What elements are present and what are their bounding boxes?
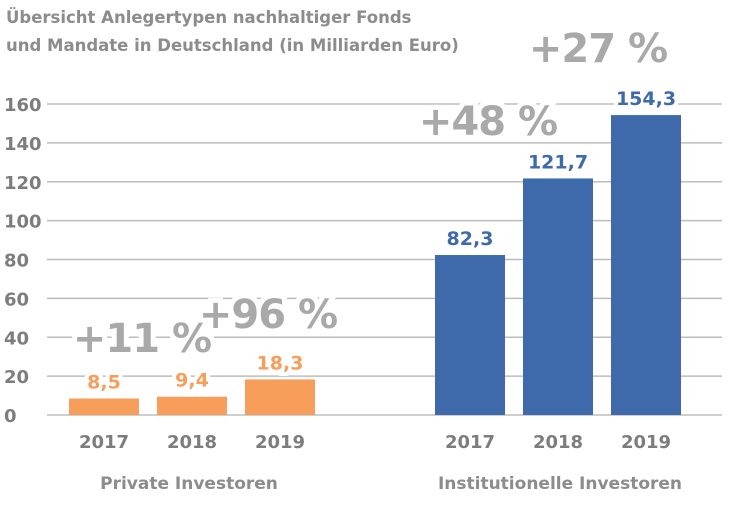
data-label: 8,5 — [87, 371, 121, 393]
x-tick-label: 2019 — [255, 432, 305, 453]
growth-label: +27 % — [529, 26, 667, 72]
bar — [157, 396, 227, 415]
y-tick-label: 20 — [4, 367, 29, 388]
y-tick-label: 120 — [4, 173, 42, 194]
x-tick-label: 2017 — [79, 432, 129, 453]
y-tick-label: 40 — [4, 328, 29, 349]
growth-label: +11 % — [73, 316, 211, 362]
growth-label: +96 % — [199, 292, 337, 338]
chart-title: Übersicht Anlegertypen nachhaltiger Fond… — [6, 4, 459, 60]
group-label: Institutionelle Investoren — [438, 474, 682, 494]
x-tick-label: 2017 — [445, 432, 495, 453]
bar — [69, 398, 139, 415]
growth-label: +48 % — [419, 99, 557, 145]
data-label: 154,3 — [616, 88, 676, 110]
y-tick-label: 0 — [4, 406, 17, 427]
x-tick-label: 2018 — [167, 432, 217, 453]
group-label: Private Investoren — [100, 474, 278, 494]
y-tick-label: 140 — [4, 134, 42, 155]
x-tick-label: 2018 — [533, 432, 583, 453]
title-line-2: und Mandate in Deutschland (in Milliarde… — [6, 36, 459, 55]
y-tick-label: 100 — [4, 212, 42, 233]
bar — [523, 178, 593, 415]
data-label: 18,3 — [257, 352, 304, 374]
y-tick-label: 80 — [4, 251, 29, 272]
data-label: 82,3 — [447, 228, 494, 250]
data-label: 9,4 — [175, 370, 209, 392]
bar — [245, 379, 315, 415]
title-line-1: Übersicht Anlegertypen nachhaltiger Fond… — [6, 8, 412, 27]
y-tick-label: 160 — [4, 95, 42, 116]
bar — [435, 255, 505, 415]
bar — [611, 115, 681, 415]
x-tick-label: 2019 — [621, 432, 671, 453]
data-label: 121,7 — [528, 151, 588, 173]
y-tick-label: 60 — [4, 289, 29, 310]
